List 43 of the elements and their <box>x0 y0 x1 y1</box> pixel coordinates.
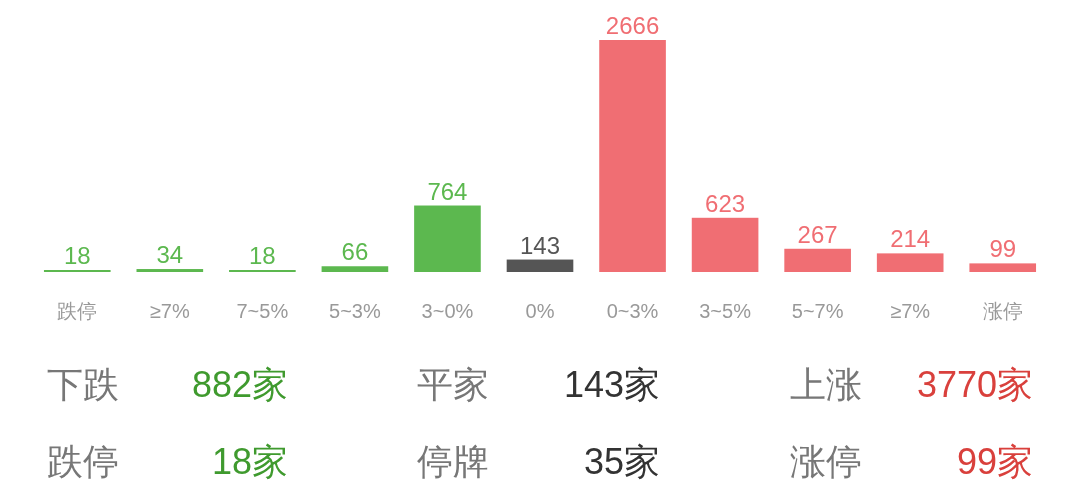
text: 跌停 <box>47 441 119 482</box>
text: 上涨 <box>790 364 862 405</box>
data-label: 267 <box>797 220 838 248</box>
bar <box>691 217 759 272</box>
data-label: 34 <box>156 241 184 269</box>
x-tick-label: 跌停 <box>57 300 98 322</box>
bar <box>414 205 481 272</box>
data-label: 143 <box>519 231 561 259</box>
text: 882家 <box>191 364 288 405</box>
text: 143家 <box>563 364 660 405</box>
bar <box>136 269 204 272</box>
bar <box>876 253 944 272</box>
bar <box>599 40 666 272</box>
bar <box>321 266 389 272</box>
x-tick-label: 3~5% <box>699 300 752 322</box>
text: 35家 <box>583 441 660 482</box>
data-label: 66 <box>341 238 369 266</box>
x-tick-label: 涨停 <box>982 300 1023 322</box>
data-label: 214 <box>890 225 931 253</box>
text: 3770家 <box>916 364 1033 405</box>
data-label: 18 <box>249 242 276 269</box>
text: 18家 <box>211 441 288 482</box>
x-tick-label: 5~3% <box>329 300 381 322</box>
bar <box>784 248 851 272</box>
x-tick-label: 0% <box>525 300 555 322</box>
data-label: 18 <box>63 242 91 269</box>
data-label: 99 <box>989 235 1017 263</box>
text: 99家 <box>956 441 1033 482</box>
bar <box>969 263 1037 272</box>
x-tick-label: 7~5% <box>236 300 289 322</box>
text: 涨停 <box>790 441 862 482</box>
text: 停牌 <box>417 441 489 482</box>
data-label: 623 <box>705 189 746 217</box>
x-tick-label: 5~7% <box>791 300 844 322</box>
x-tick-label: 0~3% <box>606 300 659 322</box>
text: 平家 <box>417 364 489 405</box>
x-tick-label: ≥7% <box>149 300 190 322</box>
text: 下跌 <box>47 364 119 405</box>
x-tick-label: 3~0% <box>421 300 474 322</box>
data-label: 764 <box>427 177 468 205</box>
data-label: 2666 <box>605 12 660 39</box>
x-tick-label: ≥7% <box>890 300 931 322</box>
bar <box>506 259 574 272</box>
